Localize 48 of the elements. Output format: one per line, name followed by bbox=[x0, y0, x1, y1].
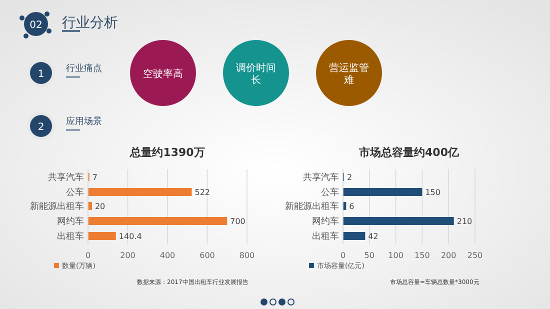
data-label: 6 bbox=[349, 202, 354, 211]
data-label: 7 bbox=[92, 173, 98, 182]
y-tick-label: 网约车 bbox=[57, 216, 84, 227]
x-tick-label: 0 bbox=[340, 251, 346, 260]
y-tick-label: 出租车 bbox=[57, 231, 84, 242]
data-label: 522 bbox=[194, 188, 210, 197]
x-tick-label: 100 bbox=[388, 251, 404, 260]
text: 营运监管难 bbox=[329, 62, 369, 86]
x-tick-label: 800 bbox=[239, 251, 255, 260]
bar bbox=[88, 232, 116, 240]
y-tick-label: 新能源出租车 bbox=[30, 201, 84, 212]
x-tick-label: 200 bbox=[120, 251, 136, 260]
text: 行业分析 bbox=[62, 15, 118, 31]
text: 02 bbox=[30, 20, 42, 31]
text: 2 bbox=[38, 122, 44, 133]
data-label: 2 bbox=[347, 173, 352, 182]
chart-title: 总量约1390万 bbox=[129, 146, 205, 159]
text: 1 bbox=[38, 69, 44, 80]
y-tick-label: 共享汽车 bbox=[303, 172, 339, 183]
x-tick-label: 50 bbox=[364, 251, 374, 260]
bar bbox=[88, 217, 228, 225]
text: 行业痛点 bbox=[66, 63, 102, 74]
x-tick-label: 0 bbox=[85, 251, 91, 260]
data-label: 42 bbox=[368, 232, 378, 241]
data-label: 700 bbox=[230, 217, 246, 226]
text: 空驶率高 bbox=[143, 68, 183, 80]
data-label: 210 bbox=[456, 217, 472, 226]
y-tick-label: 出租车 bbox=[312, 231, 339, 242]
data-label: 140.4 bbox=[118, 232, 142, 241]
text: 调价时间长 bbox=[236, 62, 276, 86]
x-tick-label: 250 bbox=[467, 251, 483, 260]
data-label: 20 bbox=[94, 202, 106, 211]
bar bbox=[88, 188, 192, 196]
text: 应用场景 bbox=[66, 116, 102, 127]
data-label: 150 bbox=[425, 188, 440, 197]
bar bbox=[343, 232, 366, 240]
bar bbox=[343, 217, 454, 225]
chart-title: 市场总容量约400亿 bbox=[358, 146, 460, 159]
y-tick-label: 网约车 bbox=[312, 216, 339, 227]
y-tick-label: 公车 bbox=[321, 187, 339, 198]
x-tick-label: 200 bbox=[440, 251, 456, 260]
y-tick-label: 共享汽车 bbox=[48, 172, 84, 183]
x-tick-label: 400 bbox=[160, 251, 176, 260]
x-tick-label: 600 bbox=[200, 251, 215, 260]
y-tick-label: 新能源出租车 bbox=[285, 201, 339, 212]
bar bbox=[343, 188, 422, 196]
y-tick-label: 公车 bbox=[66, 187, 84, 198]
x-tick-label: 150 bbox=[414, 251, 430, 260]
